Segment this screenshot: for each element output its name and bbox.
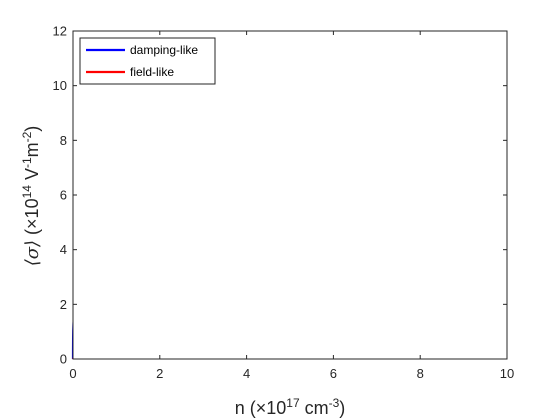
legend-label-field-like: field-like <box>130 65 174 79</box>
y-tick-label: 12 <box>53 24 67 39</box>
y-tick-label: 0 <box>60 352 67 367</box>
x-axis-label: n (×1017 cm-3) <box>235 396 346 418</box>
x-tick-label: 0 <box>69 366 76 381</box>
x-tick-label: 6 <box>330 366 337 381</box>
y-axis-label: ⟨σ⟩ (×1014 V-1m-2) <box>20 126 43 267</box>
legend: damping-like field-like <box>79 37 216 85</box>
y-tick-label: 2 <box>60 297 67 312</box>
y-tick-label: 6 <box>60 188 67 203</box>
x-tick-label: 4 <box>243 366 250 381</box>
x-tick-label: 8 <box>417 366 424 381</box>
y-tick-label: 8 <box>60 133 67 148</box>
axes: 0 2 4 6 8 10 0 2 4 6 8 10 12 <box>53 24 515 382</box>
y-tick-label: 4 <box>60 242 67 257</box>
legend-label-damping-like: damping-like <box>130 43 198 57</box>
x-tick-label: 2 <box>156 366 163 381</box>
y-tick-label: 10 <box>53 78 67 93</box>
x-tick-label: 10 <box>500 366 514 381</box>
legend-box <box>79 37 216 85</box>
